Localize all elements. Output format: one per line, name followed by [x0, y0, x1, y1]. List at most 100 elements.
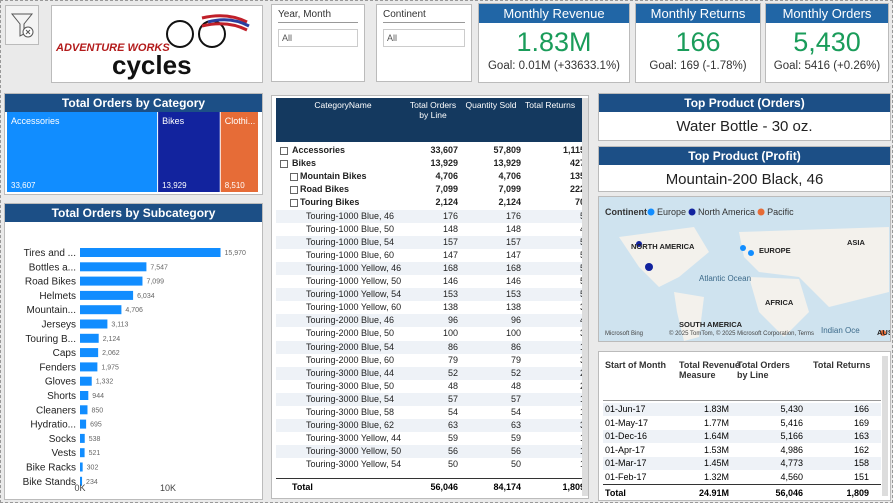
- data-label: 302: [87, 465, 99, 472]
- expand-icon: [290, 199, 298, 208]
- land: [749, 277, 809, 337]
- cell: 54: [447, 407, 458, 417]
- cell: 1,115: [562, 145, 585, 155]
- cell: 138: [442, 302, 458, 313]
- data-label: 7,099: [146, 279, 164, 286]
- row-label: Bikes: [292, 158, 317, 169]
- data-label: 234: [86, 479, 98, 486]
- y-tick-label: Touring B...: [25, 334, 76, 345]
- land: [739, 227, 889, 307]
- total-cell: Total: [292, 482, 313, 492]
- row-band: [276, 340, 582, 354]
- cell: 4,706: [498, 171, 521, 182]
- cell: 5,416: [780, 417, 803, 428]
- cell: 63: [510, 420, 521, 431]
- land: [674, 292, 704, 341]
- data-label: 1,332: [96, 379, 114, 386]
- bar-panel: Total Orders by Subcategory Tires and ..…: [4, 203, 263, 500]
- logo: ADVENTURE WORKS cycles: [51, 5, 263, 83]
- cell: 33,607: [430, 145, 458, 155]
- map-label: Atlantic Ocean: [699, 274, 751, 283]
- cell: 1.53M: [703, 444, 729, 455]
- expand-icon: [290, 173, 298, 182]
- slicer-value[interactable]: All: [278, 29, 358, 47]
- cell: 56: [447, 446, 458, 457]
- tile-value: 33,607: [11, 181, 36, 190]
- legend-label: Pacific: [767, 207, 794, 217]
- row-label: Touring Bikes: [300, 197, 360, 208]
- cell: 86: [510, 341, 521, 352]
- cell: 50: [447, 459, 458, 470]
- cell: 427: [569, 158, 585, 169]
- filter-icon: [10, 13, 34, 38]
- row-label: Touring-1000 Blue, 54: [306, 236, 395, 247]
- y-tick-label: Tires and ...: [24, 248, 76, 259]
- tile-value: 8,510: [225, 181, 246, 190]
- cell: 59: [447, 433, 458, 444]
- cell: 1.64M: [703, 431, 729, 441]
- kpi-title: Monthly Revenue: [479, 4, 629, 23]
- filter-button[interactable]: [5, 5, 39, 45]
- row-label: Touring-1000 Yellow, 54: [306, 289, 402, 300]
- map-point: [636, 241, 642, 247]
- column-header: Total Returns: [525, 100, 576, 110]
- bar: [80, 433, 85, 443]
- map-label: AFRICA: [765, 298, 794, 307]
- logo-text: ADVENTURE WORKS: [55, 42, 170, 54]
- row-label: Touring-2000 Blue, 60: [306, 354, 395, 365]
- cell: 176: [505, 210, 521, 221]
- legend-label: Europe: [657, 207, 686, 217]
- row-label: Road Bikes: [300, 184, 350, 195]
- cell: 01-Feb-17: [605, 471, 647, 482]
- cell: 2,124: [498, 197, 521, 208]
- column-header: Quantity Sold: [465, 100, 517, 110]
- slicer[interactable]: Continent All: [376, 4, 472, 82]
- y-tick-label: Road Bikes: [25, 277, 76, 288]
- kpi-goal: Goal: 0.01M (+33633.1%): [487, 60, 620, 72]
- slicer[interactable]: Year, Month All: [271, 4, 365, 82]
- map-label: ASIA: [847, 238, 866, 247]
- row-label: Accessories: [292, 145, 346, 155]
- cell: 1.83M: [703, 404, 729, 414]
- slicer-value[interactable]: All: [383, 29, 465, 47]
- bar: [80, 476, 83, 486]
- data-label: 3,113: [111, 322, 128, 329]
- map-label: AUS: [877, 328, 890, 337]
- y-tick-label: Bike Stands: [23, 477, 76, 488]
- map-label: SOUTH AMERICA: [679, 320, 743, 329]
- tile-label: Bikes: [162, 116, 185, 126]
- treemap-tile: [158, 112, 220, 192]
- cell: 148: [442, 223, 458, 234]
- bar: [80, 362, 98, 372]
- cell: 7,099: [498, 184, 521, 195]
- cell: 157: [505, 236, 521, 247]
- treemap: Accessories 33,607 Bikes 13,929 Clothi... 8,5…: [7, 112, 258, 192]
- cell: 56: [510, 446, 521, 457]
- bar: [80, 262, 147, 272]
- table: Start of Month Total Revenue Measure Total…: [598, 351, 891, 501]
- row-band: [276, 419, 582, 433]
- cell: 48: [510, 380, 521, 391]
- data-label: 7,547: [150, 264, 168, 271]
- cell: 13,929: [493, 158, 521, 169]
- row-band: [276, 235, 582, 249]
- slicer-title: Year, Month: [278, 9, 358, 23]
- column-header: Total Returns: [813, 360, 871, 370]
- legend-marker: [688, 208, 696, 216]
- y-tick-label: Bottles a...: [29, 262, 76, 273]
- cell: 148: [505, 223, 521, 234]
- cell: 162: [853, 444, 869, 455]
- legend-marker: [757, 208, 765, 216]
- expand-icon: [280, 147, 288, 155]
- bar: [80, 391, 89, 400]
- cell: 01-Dec-16: [605, 431, 648, 441]
- cell: 57: [447, 393, 458, 404]
- bar: [80, 305, 122, 315]
- map-point: [880, 330, 886, 336]
- row-label: Mountain Bikes: [300, 171, 367, 182]
- row-label: Touring-3000 Blue, 44: [306, 367, 395, 378]
- legend-marker: [647, 208, 655, 216]
- cell: 63: [447, 420, 458, 431]
- row-band: [603, 430, 881, 443]
